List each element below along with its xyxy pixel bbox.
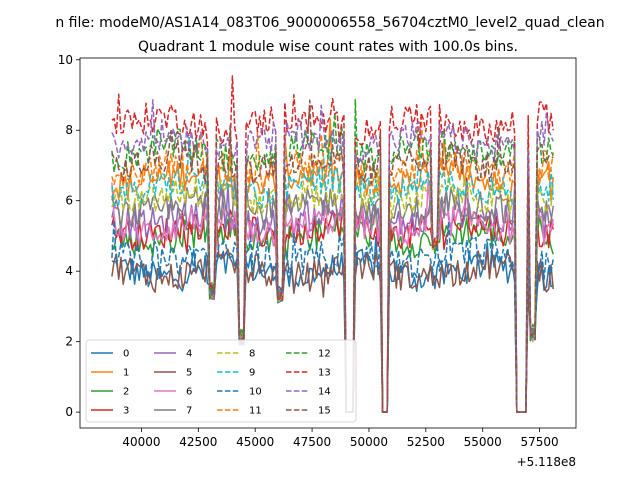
y-axis: 0 2 4 6 8 10: [58, 53, 80, 419]
y-tick-label: 2: [65, 335, 73, 349]
legend-label-4: 4: [186, 349, 192, 360]
series-line-10: [111, 219, 554, 413]
axes-frame: [79, 57, 577, 429]
y-tick-label: 4: [65, 264, 73, 278]
series-layer: [111, 75, 554, 413]
x-tick-label: 47500: [293, 435, 331, 449]
x-tick-label: 42500: [179, 435, 217, 449]
x-tick-label: 57500: [521, 435, 559, 449]
legend-label-6: 6: [186, 387, 192, 398]
y-tick-label: 6: [65, 194, 73, 208]
series-line-7: [111, 175, 554, 413]
legend-label-11: 11: [249, 406, 262, 417]
series-line-11: [111, 116, 554, 413]
chart-title: Quadrant 1 module wise count rates with …: [138, 39, 518, 55]
series-line-6: [111, 180, 554, 413]
legend-label-2: 2: [123, 387, 129, 398]
x-tick-label: 40000: [122, 435, 160, 449]
x-tick-label: 45000: [236, 435, 274, 449]
legend-label-5: 5: [186, 368, 192, 379]
x-axis: 40000 42500 45000 47500 50000 52500 55000 57500: [122, 428, 559, 449]
y-tick-label: 0: [65, 405, 73, 419]
legend-label-7: 7: [186, 406, 192, 417]
legend-label-14: 14: [318, 387, 331, 398]
legend-label-8: 8: [249, 349, 255, 360]
legend-label-15: 15: [318, 406, 331, 417]
y-tick-label: 10: [58, 53, 73, 67]
x-tick-label: 55000: [464, 435, 502, 449]
legend-label-0: 0: [123, 349, 129, 360]
figure-suptitle: n file: modeM0/AS1A14_083T06_9000006558_…: [55, 15, 604, 31]
series-line-13: [111, 75, 554, 413]
legend-label-3: 3: [123, 406, 129, 417]
legend-label-10: 10: [249, 387, 262, 398]
x-tick-label: 50000: [350, 435, 388, 449]
legend-label-12: 12: [318, 349, 331, 360]
series-line-15: [111, 99, 554, 413]
series-line-2: [111, 203, 554, 413]
legend-label-9: 9: [249, 368, 255, 379]
x-tick-label: 52500: [407, 435, 445, 449]
legend-label-13: 13: [318, 368, 331, 379]
x-offset-label: +5.118e8: [517, 455, 576, 469]
y-tick-label: 8: [65, 123, 73, 137]
legend-label-1: 1: [123, 368, 129, 379]
legend-box: [85, 339, 357, 423]
